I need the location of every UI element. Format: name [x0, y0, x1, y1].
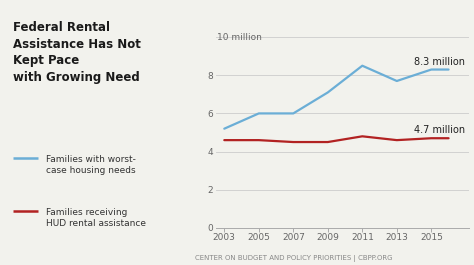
Text: 4.7 million: 4.7 million	[414, 125, 465, 135]
Text: 8.3 million: 8.3 million	[414, 57, 465, 67]
Text: 10 million: 10 million	[217, 33, 261, 42]
Text: Families receiving
HUD rental assistance: Families receiving HUD rental assistance	[46, 208, 146, 228]
Text: CENTER ON BUDGET AND POLICY PRIORITIES | CBPP.ORG: CENTER ON BUDGET AND POLICY PRIORITIES |…	[195, 255, 392, 262]
Text: Families with worst-
case housing needs: Families with worst- case housing needs	[46, 155, 137, 175]
Text: Federal Rental
Assistance Has Not
Kept Pace
with Growing Need: Federal Rental Assistance Has Not Kept P…	[13, 21, 141, 84]
